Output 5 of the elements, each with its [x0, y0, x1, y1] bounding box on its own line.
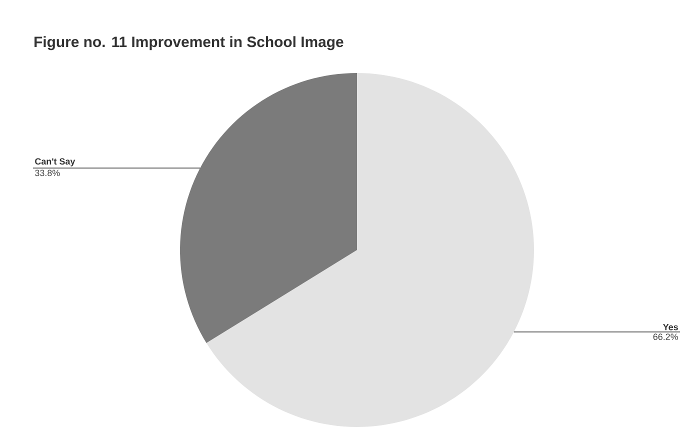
chart-title: Figure no. 11 Improvement in School Image — [34, 36, 344, 50]
data-label: 33.8% — [35, 170, 60, 176]
data-label: 66.2% — [653, 334, 678, 340]
slice-label: Can't Say — [35, 158, 76, 166]
slice-label: Yes — [663, 324, 678, 330]
